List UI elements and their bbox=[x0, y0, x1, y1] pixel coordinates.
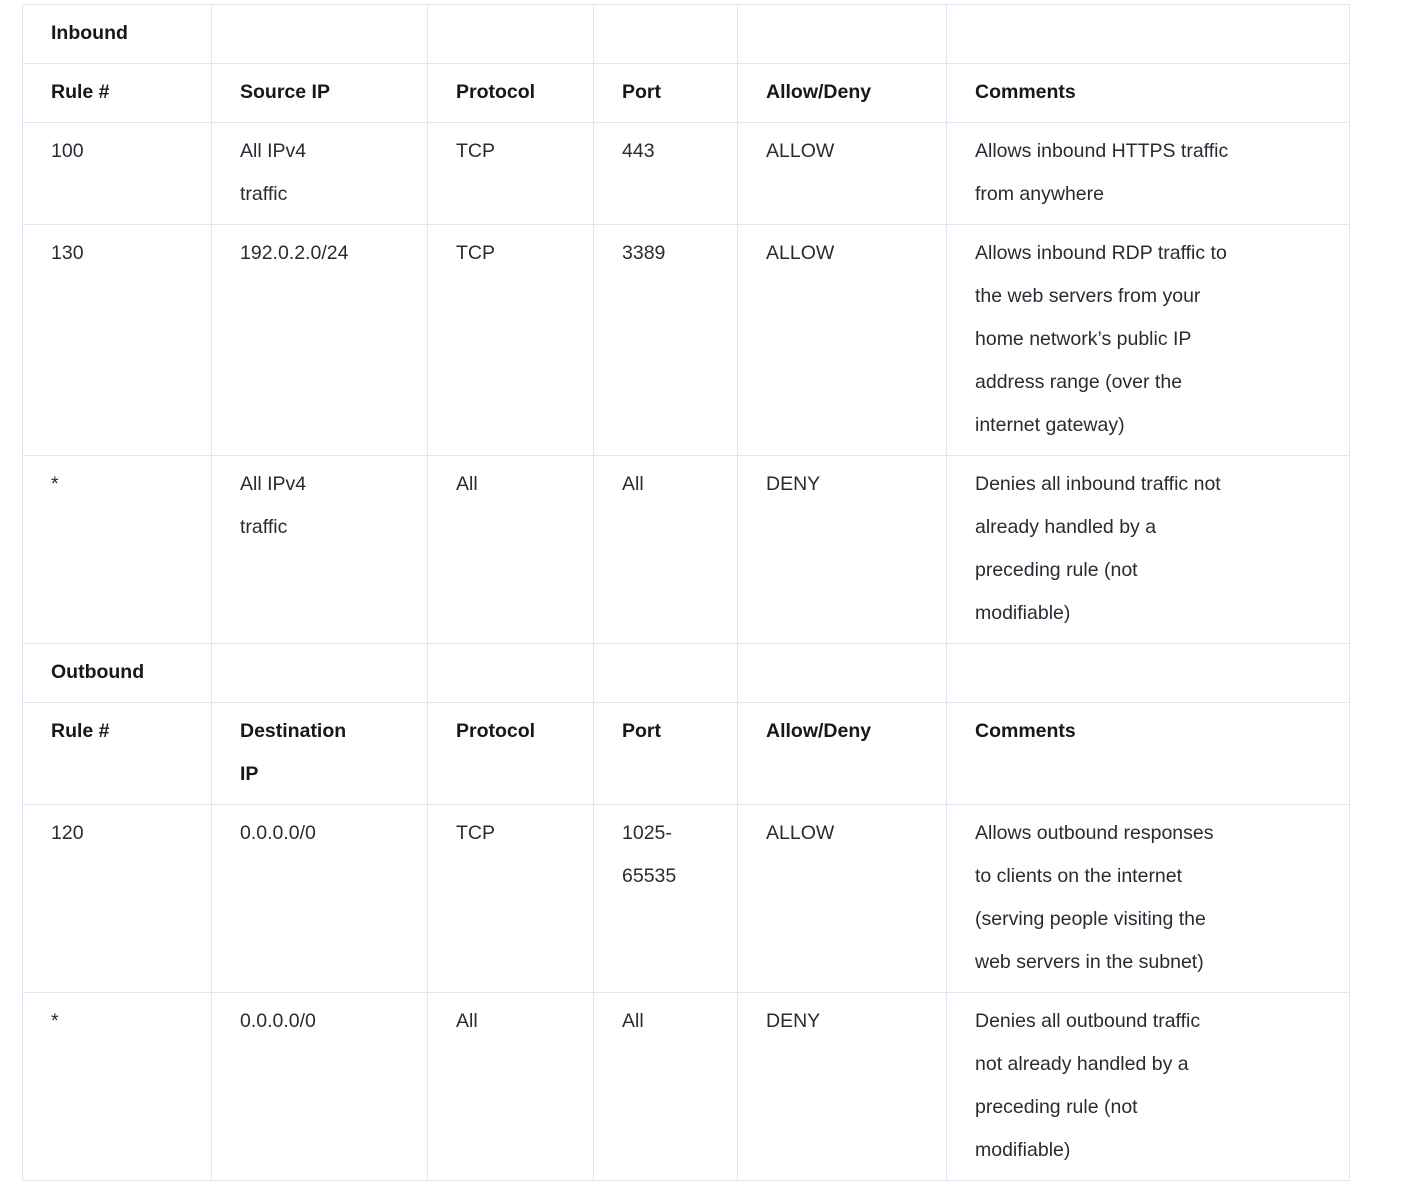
cell-rule-number: 100 bbox=[22, 122, 212, 225]
cell-protocol: All bbox=[427, 992, 594, 1181]
column-header-destination-ip: Destination IP bbox=[211, 702, 428, 805]
cell-comments: Allows inbound RDP traffic to the web se… bbox=[946, 224, 1350, 456]
column-header-row: Rule # Source IP Protocol Port Allow/Den… bbox=[22, 63, 1350, 123]
section-title-inbound: Inbound bbox=[22, 4, 212, 64]
cell-rule-number: 120 bbox=[22, 804, 212, 993]
cell-source-ip: 192.0.2.0/24 bbox=[211, 224, 428, 456]
table-row: * All IPv4 traffic All All DENY Denies a… bbox=[22, 455, 1350, 644]
empty-cell bbox=[946, 643, 1350, 703]
cell-rule-number: * bbox=[22, 992, 212, 1181]
cell-protocol: All bbox=[427, 455, 594, 644]
cell-port: All bbox=[593, 992, 738, 1181]
column-header-rule-number: Rule # bbox=[22, 63, 212, 123]
table-row: * 0.0.0.0/0 All All DENY Denies all outb… bbox=[22, 992, 1350, 1181]
cell-comments: Allows inbound HTTPS traffic from anywhe… bbox=[946, 122, 1350, 225]
empty-cell bbox=[211, 643, 428, 703]
cell-port: 443 bbox=[593, 122, 738, 225]
column-header-allow-deny: Allow/Deny bbox=[737, 702, 947, 805]
cell-comments: Denies all inbound traffic not already h… bbox=[946, 455, 1350, 644]
column-header-comments: Comments bbox=[946, 702, 1350, 805]
empty-cell bbox=[737, 4, 947, 64]
cell-allow-deny: DENY bbox=[737, 455, 947, 644]
table-row: 120 0.0.0.0/0 TCP 1025- 65535 ALLOW Allo… bbox=[22, 804, 1350, 993]
inbound-section: Inbound Rule # Source IP Protocol Port A… bbox=[22, 4, 1350, 644]
cell-comments: Allows outbound responses to clients on … bbox=[946, 804, 1350, 993]
table-row: 100 All IPv4 traffic TCP 443 ALLOW Allow… bbox=[22, 122, 1350, 225]
column-header-comments: Comments bbox=[946, 63, 1350, 123]
section-title-row-inbound: Inbound bbox=[22, 4, 1350, 64]
column-header-port: Port bbox=[593, 63, 738, 123]
cell-destination-ip: 0.0.0.0/0 bbox=[211, 804, 428, 993]
empty-cell bbox=[946, 4, 1350, 64]
cell-destination-ip: 0.0.0.0/0 bbox=[211, 992, 428, 1181]
cell-rule-number: * bbox=[22, 455, 212, 644]
empty-cell bbox=[427, 643, 594, 703]
table-row: 130 192.0.2.0/24 TCP 3389 ALLOW Allows i… bbox=[22, 224, 1350, 456]
column-header-row: Rule # Destination IP Protocol Port Allo… bbox=[22, 702, 1350, 805]
section-title-row-outbound: Outbound bbox=[22, 643, 1350, 703]
empty-cell bbox=[737, 643, 947, 703]
cell-protocol: TCP bbox=[427, 122, 594, 225]
column-header-port: Port bbox=[593, 702, 738, 805]
empty-cell bbox=[211, 4, 428, 64]
cell-rule-number: 130 bbox=[22, 224, 212, 456]
cell-protocol: TCP bbox=[427, 224, 594, 456]
column-header-rule-number: Rule # bbox=[22, 702, 212, 805]
empty-cell bbox=[427, 4, 594, 64]
cell-source-ip: All IPv4 traffic bbox=[211, 455, 428, 644]
cell-comments: Denies all outbound traffic not already … bbox=[946, 992, 1350, 1181]
cell-port: 1025- 65535 bbox=[593, 804, 738, 993]
network-acl-rules-table: Inbound Rule # Source IP Protocol Port A… bbox=[22, 4, 1350, 1181]
cell-allow-deny: ALLOW bbox=[737, 122, 947, 225]
outbound-section: Outbound Rule # Destination IP Protocol … bbox=[22, 643, 1350, 1181]
column-header-source-ip: Source IP bbox=[211, 63, 428, 123]
cell-port: 3389 bbox=[593, 224, 738, 456]
cell-allow-deny: DENY bbox=[737, 992, 947, 1181]
cell-allow-deny: ALLOW bbox=[737, 224, 947, 456]
empty-cell bbox=[593, 643, 738, 703]
column-header-protocol: Protocol bbox=[427, 702, 594, 805]
empty-cell bbox=[593, 4, 738, 64]
column-header-allow-deny: Allow/Deny bbox=[737, 63, 947, 123]
column-header-protocol: Protocol bbox=[427, 63, 594, 123]
cell-port: All bbox=[593, 455, 738, 644]
section-title-outbound: Outbound bbox=[22, 643, 212, 703]
cell-protocol: TCP bbox=[427, 804, 594, 993]
cell-source-ip: All IPv4 traffic bbox=[211, 122, 428, 225]
cell-allow-deny: ALLOW bbox=[737, 804, 947, 993]
